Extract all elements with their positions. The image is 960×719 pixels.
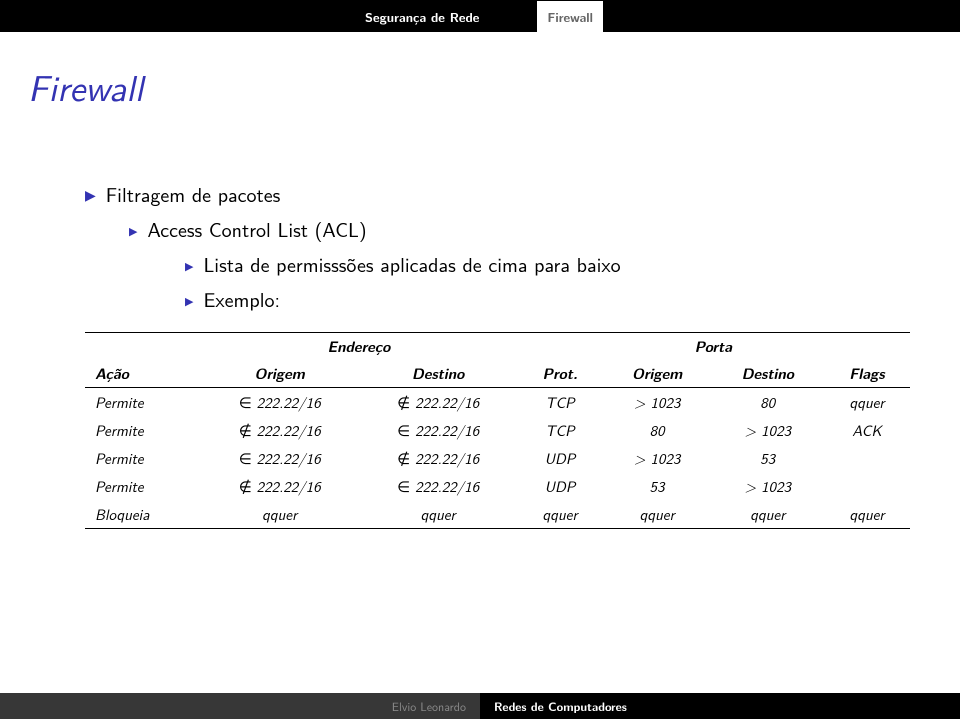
th-origem: Origem [200,360,358,388]
cell-pd: 80 [712,388,824,417]
bullet-icon: ▶ [185,258,193,274]
cell-eo: ∈ 222.22/16 [200,444,358,472]
table-row: Permite ∈ 222.22/16 ∉ 222.22/16 TCP > 10… [85,388,910,417]
cell-ed: ∉ 222.22/16 [359,444,517,472]
cell-acao: Permite [85,472,200,500]
cell-pd: > 1023 [712,472,824,500]
cell-pd: 53 [712,444,824,472]
cell-ed: ∉ 222.22/16 [359,388,517,417]
footer-title: Redes de Computadores [480,693,960,719]
cell-eo: qquer [200,500,358,529]
cell-eo: ∉ 222.22/16 [200,416,358,444]
bullet-4: ▶ Exemplo: [185,285,910,314]
cell-flags [824,472,910,500]
th-group-endereco: Endereço [200,333,517,361]
table-row: Permite ∉ 222.22/16 ∈ 222.22/16 TCP 80 >… [85,416,910,444]
table-row: Permite ∉ 222.22/16 ∈ 222.22/16 UDP 53 >… [85,472,910,500]
table-header-group-row: Endereço Porta [85,333,910,361]
bullet-1-text: Filtragem de pacotes [106,180,281,209]
cell-acao: Permite [85,388,200,417]
bullet-2-text: Access Control List (ACL) [147,215,366,244]
bullet-3-text: Lista de permisssões aplicadas de cima p… [203,250,620,279]
cell-pd: qquer [712,500,824,529]
bullet-icon: ▶ [185,293,193,309]
bullet-icon: ▶ [129,223,137,239]
cell-pd: > 1023 [712,416,824,444]
cell-flags [824,444,910,472]
cell-acao: Bloqueia [85,500,200,529]
cell-prot: UDP [517,444,602,472]
th-porigem: Origem [603,360,712,388]
cell-po: > 1023 [603,444,712,472]
cell-flags: ACK [824,416,910,444]
th-pdestino: Destino [712,360,824,388]
header-section: Segurança de Rede [357,7,487,26]
cell-prot: TCP [517,416,602,444]
content-area: ▶ Filtragem de pacotes ▶ Access Control … [85,180,910,529]
th-acao: Ação [85,360,200,388]
table-header-row: Ação Origem Destino Prot. Origem Destino… [85,360,910,388]
acl-table-wrap: Endereço Porta Ação Origem Destino Prot.… [85,332,910,529]
cell-po: 53 [603,472,712,500]
cell-po: qquer [603,500,712,529]
bullet-3: ▶ Lista de permisssões aplicadas de cima… [185,250,910,279]
cell-eo: ∉ 222.22/16 [200,472,358,500]
cell-acao: Permite [85,416,200,444]
th-group-porta: Porta [603,333,824,361]
bullet-1: ▶ Filtragem de pacotes [85,180,910,209]
header-subsection: Firewall [537,1,603,32]
bullet-2: ▶ Access Control List (ACL) [129,215,910,244]
table-row: Permite ∈ 222.22/16 ∉ 222.22/16 UDP > 10… [85,444,910,472]
bullet-4-text: Exemplo: [203,285,280,314]
cell-po: > 1023 [603,388,712,417]
cell-flags: qquer [824,500,910,529]
bullet-icon: ▶ [85,185,96,205]
cell-ed: ∈ 222.22/16 [359,416,517,444]
page-title: Firewall [28,60,144,113]
header-bar: Segurança de Rede Firewall [0,0,960,32]
th-flags: Flags [824,360,910,388]
cell-prot: qquer [517,500,602,529]
cell-ed: qquer [359,500,517,529]
table-row: Bloqueia qquer qquer qquer qquer qquer q… [85,500,910,529]
th-destino: Destino [359,360,517,388]
cell-ed: ∈ 222.22/16 [359,472,517,500]
th-prot: Prot. [517,360,602,388]
footer-bar: Elvio Leonardo Redes de Computadores [0,693,960,719]
acl-table: Endereço Porta Ação Origem Destino Prot.… [85,332,910,529]
cell-eo: ∈ 222.22/16 [200,388,358,417]
cell-acao: Permite [85,444,200,472]
cell-prot: UDP [517,472,602,500]
cell-flags: qquer [824,388,910,417]
footer-author: Elvio Leonardo [0,693,480,719]
cell-po: 80 [603,416,712,444]
cell-prot: TCP [517,388,602,417]
